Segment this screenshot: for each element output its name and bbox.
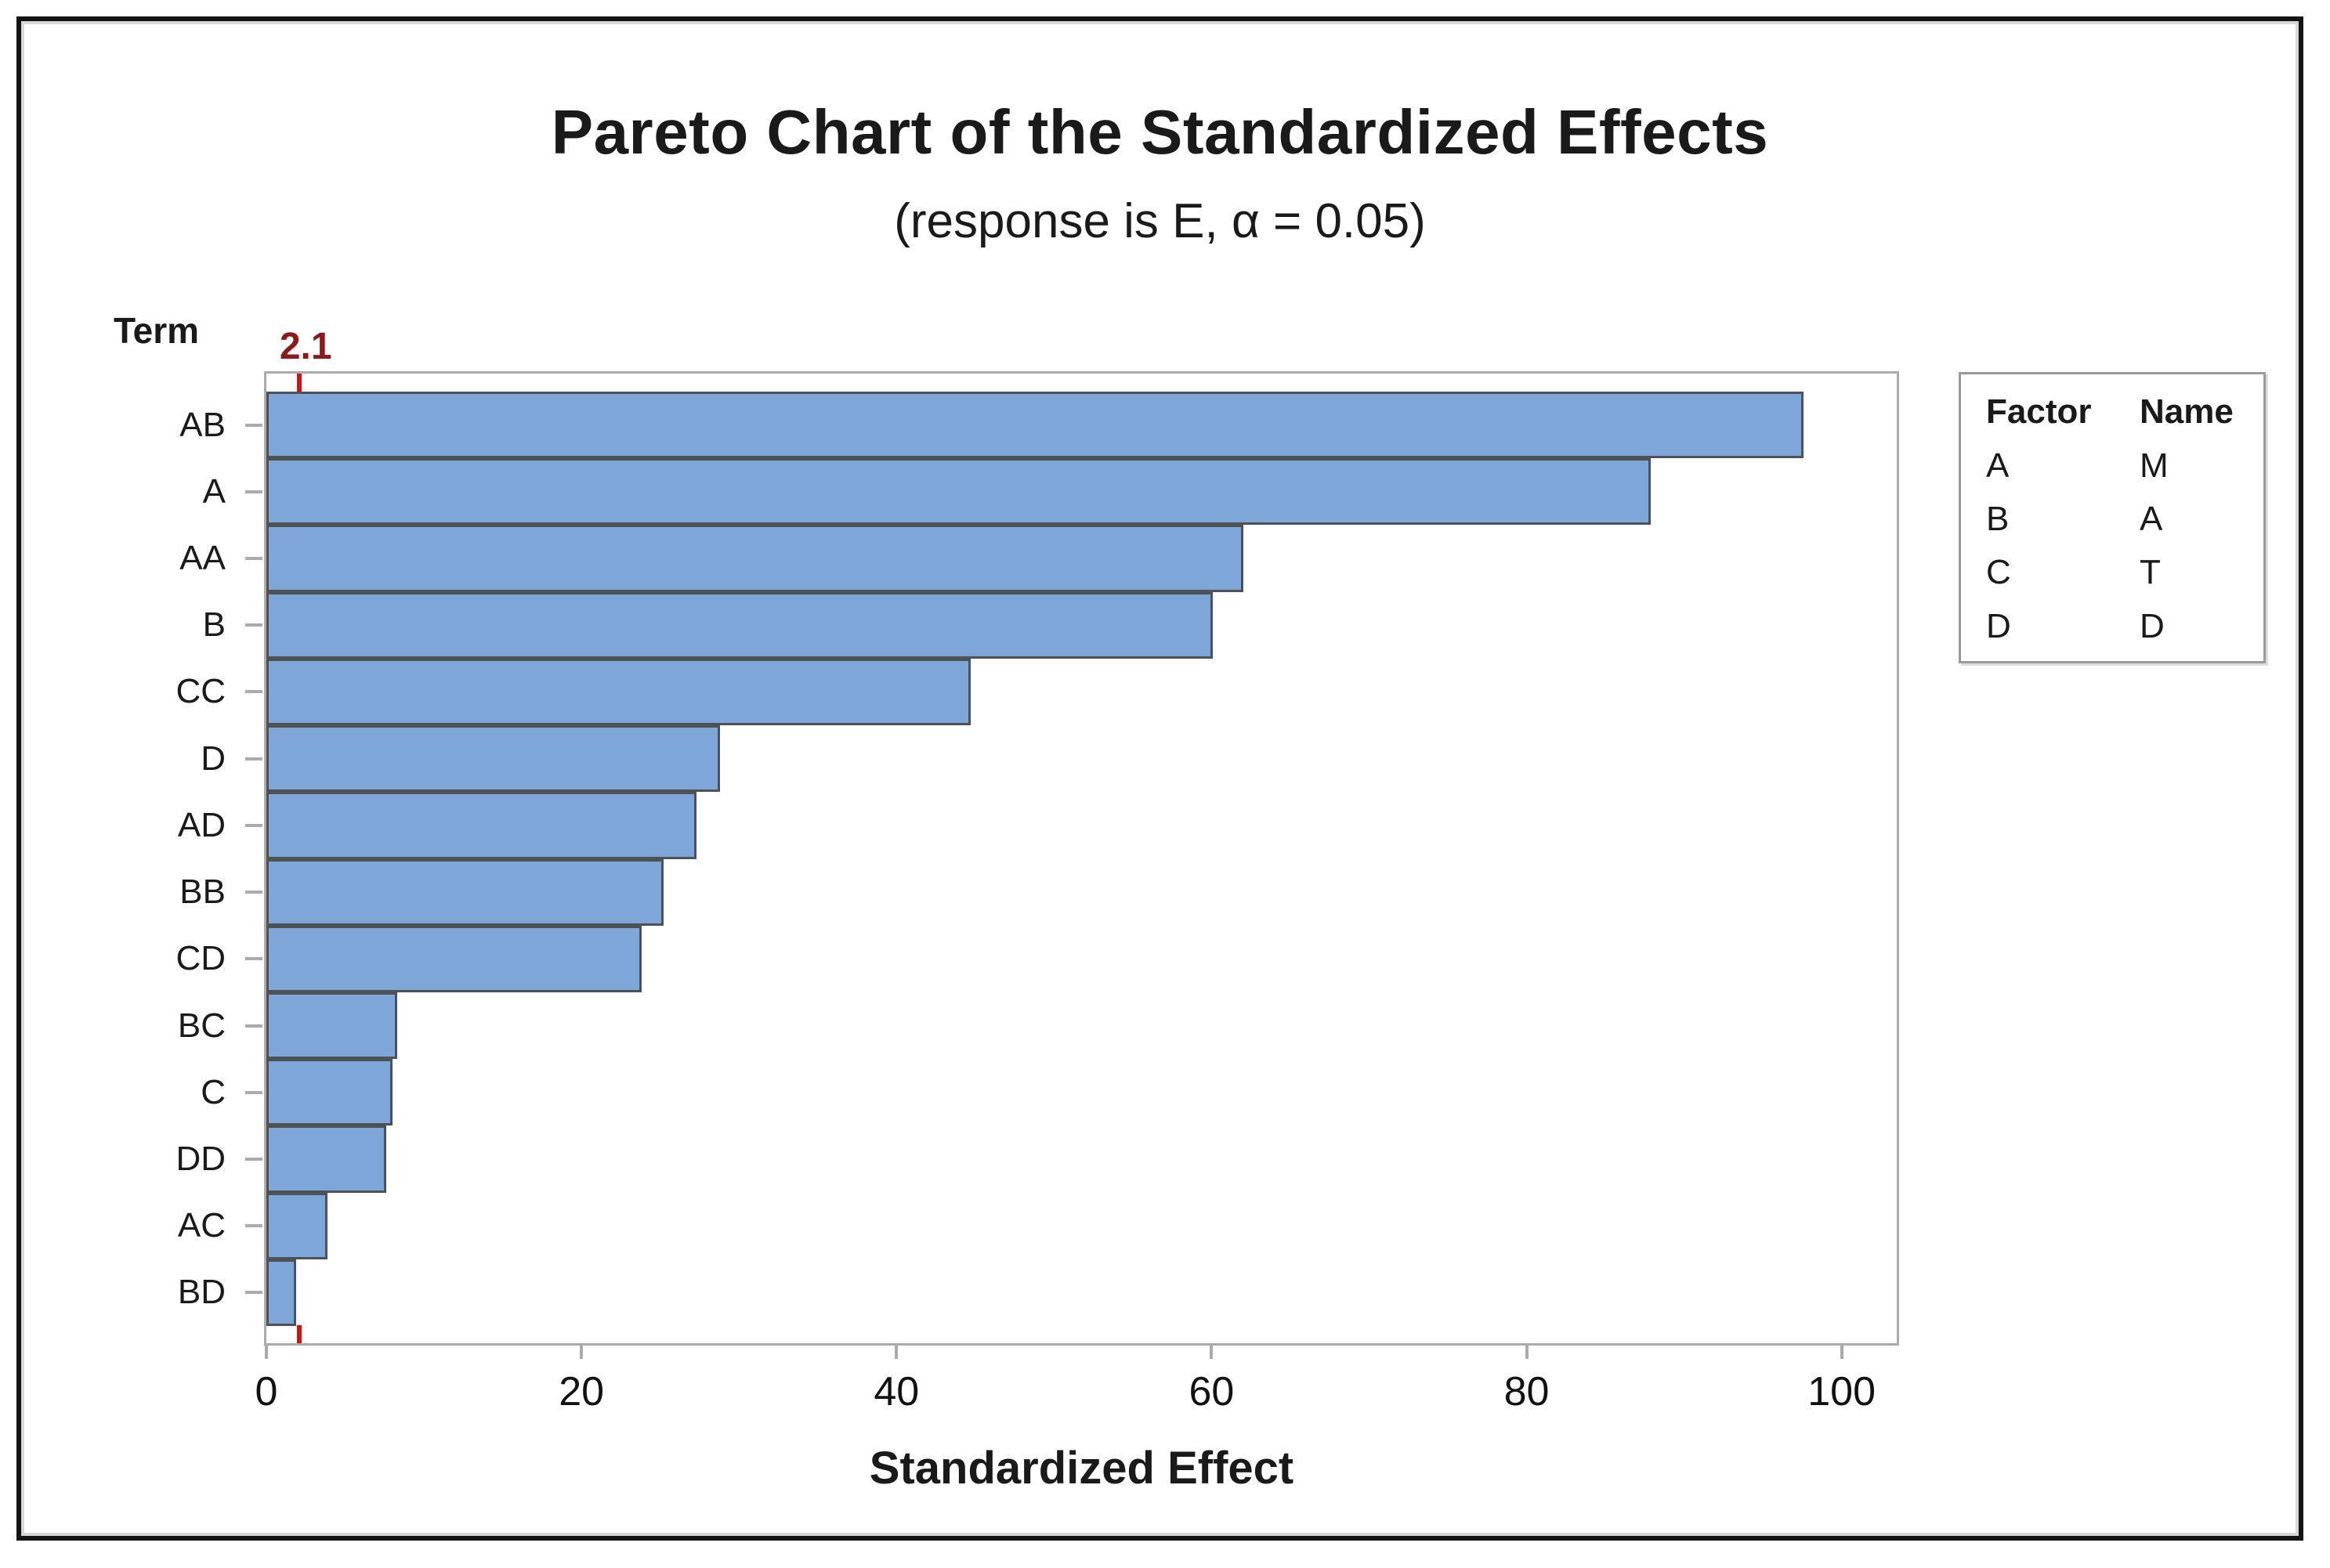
reference-line-bottom-segment [297, 1325, 302, 1343]
bar-row-AD: AD [178, 792, 1897, 859]
y-tick [245, 1291, 262, 1295]
bar-row-C: C [201, 1059, 1897, 1126]
bar-B [266, 591, 1214, 659]
x-tick-label-0: 0 [255, 1369, 278, 1414]
y-tick [245, 557, 262, 561]
reference-line-label: 2.1 [279, 326, 332, 367]
y-tick [245, 1024, 262, 1028]
bar-BC [266, 992, 397, 1060]
bar-row-AA: AA [179, 525, 1897, 592]
bar-row-BC: BC [178, 992, 1897, 1060]
legend-name-D: D [2140, 606, 2165, 645]
term-label-AC: AC [177, 1206, 226, 1245]
bar-row-DD: DD [175, 1125, 1897, 1193]
bar-AB [266, 392, 1804, 459]
term-label-DD: DD [175, 1140, 226, 1179]
legend-factor-B: B [1986, 499, 2010, 538]
bar-DD [266, 1125, 386, 1193]
term-label-AA: AA [179, 539, 226, 578]
legend-name-M: M [2140, 446, 2169, 485]
x-tick-label-80: 80 [1503, 1369, 1550, 1414]
bar-C [266, 1059, 393, 1126]
bar-AC [266, 1192, 328, 1259]
term-label-BC: BC [177, 1006, 226, 1045]
y-tick [245, 1224, 262, 1228]
legend-header-name: Name [2140, 392, 2234, 432]
x-tick-40 [895, 1343, 899, 1359]
bar-BB [266, 858, 664, 926]
y-tick [245, 823, 262, 827]
legend-factor-C: C [1986, 553, 2011, 592]
bar-row-A: A [203, 458, 1897, 526]
legend-factor-A: A [1986, 446, 2010, 485]
term-label-BD: BD [177, 1273, 226, 1312]
bar-row-AC: AC [178, 1192, 1897, 1259]
x-tick-label-100: 100 [1807, 1369, 1876, 1414]
y-tick [245, 757, 262, 761]
y-tick [245, 957, 262, 961]
x-tick-label-60: 60 [1189, 1369, 1235, 1414]
y-tick [245, 1158, 262, 1162]
legend-factor-D: D [1986, 606, 2011, 645]
reference-line-top-segment [297, 374, 302, 393]
bars-container: AB A AA B CC D AD BB CD BC C DD AC BD [175, 374, 1897, 1343]
term-label-A: A [202, 471, 226, 511]
x-tick-20 [580, 1343, 584, 1359]
bar-CD [266, 925, 642, 992]
bar-row-BB: BB [179, 858, 1897, 926]
term-label-C: C [201, 1072, 226, 1111]
chart-title: Pareto Chart of the Standardized Effects [551, 97, 1769, 167]
term-label-CC: CC [175, 672, 226, 711]
x-tick-60 [1210, 1343, 1214, 1359]
y-tick [245, 891, 262, 894]
bar-row-B: B [203, 591, 1897, 659]
bar-row-CC: CC [175, 658, 1897, 726]
bar-row-CD: CD [175, 925, 1897, 992]
y-tick [245, 423, 262, 427]
bar-BD [266, 1259, 297, 1327]
bar-CC [266, 658, 971, 726]
y-tick [245, 1090, 262, 1094]
y-tick [245, 490, 262, 493]
plot-area: 2.1 AB A AA B CC D AD BB CD BC C DD AC BD 0 20 40 60 80 10… [175, 326, 1899, 1494]
factor-name-legend: Factor Name A M B A C T D D [1959, 372, 2266, 663]
x-tick-80 [1525, 1343, 1529, 1359]
y-axis-title: Term [114, 310, 200, 351]
legend-name-T: T [2140, 553, 2161, 592]
bar-row-BD: BD [178, 1259, 1897, 1327]
term-label-B: B [202, 605, 226, 645]
chart-subtitle: (response is E, α = 0.05) [894, 194, 1426, 248]
x-axis-title: Standardized Effect [869, 1443, 1294, 1494]
x-tick-label-20: 20 [559, 1369, 605, 1414]
x-tick-label-40: 40 [874, 1369, 920, 1414]
x-tick-100 [1840, 1343, 1843, 1359]
bar-row-AB: AB [179, 392, 1897, 459]
y-tick [245, 623, 262, 627]
bar-A [266, 458, 1652, 526]
bar-AD [266, 792, 696, 859]
legend-header-factor: Factor [1986, 392, 2092, 432]
figure-border: Pareto Chart of the Standardized Effects… [16, 16, 2303, 1541]
term-label-BB: BB [179, 873, 226, 912]
bar-D [266, 725, 721, 793]
term-label-AB: AB [179, 405, 226, 444]
x-tick-0 [265, 1343, 268, 1359]
bar-AA [266, 525, 1243, 592]
y-tick [245, 690, 262, 694]
bar-row-D: D [201, 725, 1897, 793]
term-label-AD: AD [177, 805, 226, 844]
term-label-CD: CD [175, 939, 226, 978]
legend-name-A: A [2140, 499, 2163, 538]
term-label-D: D [201, 739, 226, 778]
